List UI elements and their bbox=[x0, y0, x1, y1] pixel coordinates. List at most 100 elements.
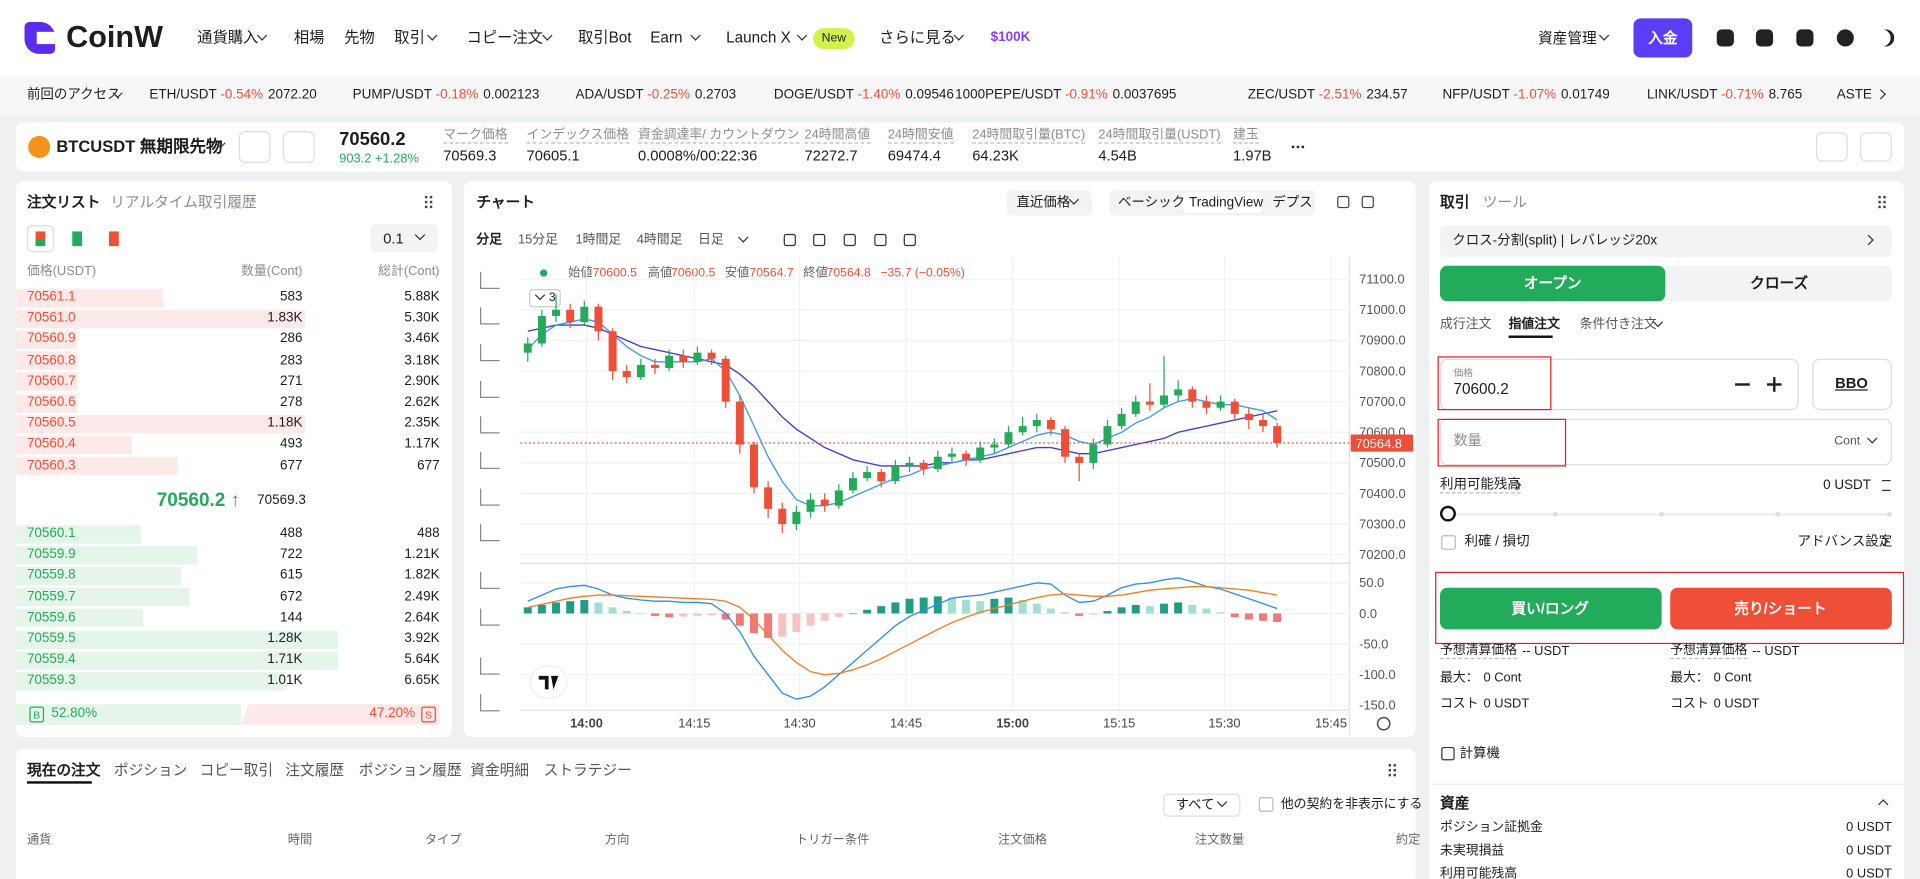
quantity-input[interactable] bbox=[1440, 418, 1892, 466]
ticker-pair[interactable]: ADA/USDT bbox=[575, 87, 644, 103]
assets-menu[interactable]: 資産管理 bbox=[1537, 29, 1597, 47]
book-price[interactable]: 70559.4 bbox=[26, 652, 76, 667]
book-price[interactable]: 70560.4 bbox=[26, 437, 76, 452]
drawing-tool[interactable] bbox=[480, 524, 500, 542]
chart-tool[interactable] bbox=[783, 233, 796, 247]
order-type[interactable]: 成行注文 bbox=[1440, 316, 1492, 332]
order-type[interactable]: 指値注文 bbox=[1508, 316, 1561, 332]
minus-icon[interactable] bbox=[1735, 383, 1750, 386]
book-price[interactable]: 70561.1 bbox=[26, 289, 76, 305]
nav-item[interactable]: 通貨購入 bbox=[197, 29, 259, 47]
ticker-pair[interactable]: DOGE/USDT bbox=[773, 87, 854, 103]
nav-item[interactable]: 取引 bbox=[394, 29, 425, 47]
symbol-name[interactable]: BTCUSDT 無期限先物 bbox=[56, 137, 223, 156]
ticker-pair[interactable]: LINK/USDT bbox=[1646, 87, 1718, 103]
book-price[interactable]: 70560.3 bbox=[26, 458, 76, 473]
nav-item[interactable]: 取引Bot bbox=[577, 29, 632, 47]
interval[interactable]: 日足 bbox=[697, 232, 724, 248]
ticker-pair[interactable]: 1000PEPE/USDT bbox=[955, 87, 1062, 103]
interval[interactable]: 4時間足 bbox=[636, 232, 683, 248]
chart-icon[interactable] bbox=[1361, 195, 1374, 209]
nav-item[interactable]: さらに見る bbox=[879, 29, 956, 47]
advanced-settings[interactable]: アドバンス設定 bbox=[1797, 534, 1893, 550]
tab[interactable]: ストラテジー bbox=[543, 761, 632, 779]
tab[interactable]: リアルタイム取引履歴 bbox=[110, 193, 257, 211]
margin-mode[interactable] bbox=[1440, 225, 1892, 258]
drawing-tool[interactable] bbox=[480, 608, 500, 626]
price-input[interactable] bbox=[1440, 358, 1799, 411]
buy-button[interactable] bbox=[1440, 587, 1662, 630]
drawing-tool[interactable] bbox=[480, 271, 500, 289]
tab[interactable]: 注文リスト bbox=[26, 193, 101, 211]
checkbox[interactable] bbox=[1258, 797, 1274, 812]
filter-select[interactable] bbox=[1163, 793, 1241, 817]
view-tab[interactable]: デプス bbox=[1272, 194, 1313, 210]
bbo-button[interactable] bbox=[1812, 358, 1892, 411]
drawing-tool[interactable] bbox=[480, 571, 500, 589]
nav-item[interactable]: コピー注文 bbox=[466, 29, 544, 47]
tab[interactable]: 注文履歴 bbox=[285, 761, 345, 779]
ticker-pair[interactable]: NFP/USDT bbox=[1442, 87, 1510, 103]
chart-icon[interactable] bbox=[1337, 195, 1350, 209]
settings-button[interactable] bbox=[1860, 132, 1892, 162]
promo[interactable]: $100K bbox=[990, 30, 1031, 45]
step-select[interactable] bbox=[369, 224, 439, 253]
more-button[interactable] bbox=[1815, 132, 1848, 162]
calculator-link[interactable]: 計算機 bbox=[1459, 746, 1501, 762]
book-price[interactable]: 70559.5 bbox=[26, 631, 76, 646]
interval[interactable]: 分足 bbox=[476, 232, 503, 248]
drawing-tool[interactable] bbox=[480, 416, 500, 434]
checkbox[interactable] bbox=[1441, 535, 1456, 550]
tab[interactable]: 資金明細 bbox=[470, 761, 529, 779]
drawing-tool[interactable] bbox=[480, 451, 500, 469]
book-price[interactable]: 70560.9 bbox=[26, 331, 76, 347]
order-type[interactable]: 条件付き注文 bbox=[1579, 316, 1657, 332]
chart-tool[interactable] bbox=[874, 233, 887, 247]
interval[interactable]: 1時間足 bbox=[575, 232, 622, 248]
recent-label[interactable]: 前回のアクセス bbox=[26, 87, 121, 103]
tab[interactable]: ポジション履歴 bbox=[358, 761, 462, 779]
book-price[interactable]: 70559.8 bbox=[26, 568, 76, 583]
chart-tool[interactable] bbox=[813, 233, 826, 247]
book-price[interactable]: 70560.7 bbox=[26, 373, 76, 389]
book-price[interactable]: 70559.3 bbox=[26, 673, 76, 689]
nav-item[interactable]: Earn bbox=[650, 29, 683, 47]
layout-toggle[interactable] bbox=[26, 225, 54, 253]
book-price[interactable]: 70560.5 bbox=[26, 415, 76, 431]
tab[interactable]: 取引 bbox=[1440, 193, 1470, 211]
ticker-pair[interactable]: PUMP/USDT bbox=[352, 87, 432, 103]
nav-item[interactable]: 先物 bbox=[344, 29, 375, 47]
nav-item[interactable]: 相場 bbox=[293, 29, 325, 47]
drawing-tool[interactable] bbox=[480, 657, 500, 675]
price-mode-select[interactable] bbox=[1006, 189, 1093, 216]
layout-toggle[interactable] bbox=[63, 225, 91, 253]
ticker-pair[interactable]: ASTE bbox=[1836, 87, 1872, 103]
view-tab[interactable]: ベーシック bbox=[1117, 194, 1186, 210]
chart-tool[interactable] bbox=[903, 233, 916, 247]
slider-handle[interactable] bbox=[1440, 505, 1456, 522]
interval[interactable]: 15分足 bbox=[517, 232, 558, 248]
drawing-tool[interactable] bbox=[480, 307, 500, 325]
sell-button[interactable] bbox=[1670, 587, 1892, 630]
drawing-tool[interactable] bbox=[480, 488, 500, 506]
book-price[interactable]: 70561.0 bbox=[26, 310, 76, 326]
book-price[interactable]: 70560.6 bbox=[26, 394, 76, 410]
book-price[interactable]: 70559.9 bbox=[26, 546, 76, 562]
transfer-icon[interactable] bbox=[1882, 480, 1891, 492]
book-price[interactable]: 70560.8 bbox=[26, 352, 76, 368]
toolbar-icon[interactable] bbox=[1716, 29, 1734, 47]
tab[interactable]: コピー取引 bbox=[199, 761, 274, 779]
toolbar-icon[interactable] bbox=[1796, 29, 1814, 47]
deposit-button[interactable] bbox=[1633, 18, 1693, 58]
toolbar-icon[interactable] bbox=[1836, 29, 1854, 47]
chart-tool[interactable] bbox=[843, 233, 856, 247]
ticker-pair[interactable]: ETH/USDT bbox=[149, 87, 217, 103]
logo[interactable]: CoinW bbox=[66, 20, 164, 55]
tab[interactable]: 現在の注文 bbox=[26, 761, 101, 779]
view-tab[interactable]: TradingView bbox=[1188, 194, 1264, 210]
drawing-tool[interactable] bbox=[480, 380, 500, 398]
drawing-tool[interactable] bbox=[480, 694, 500, 712]
tab[interactable]: ツール bbox=[1482, 193, 1527, 211]
favorite-button[interactable] bbox=[238, 131, 271, 163]
open-button[interactable] bbox=[1440, 265, 1666, 302]
